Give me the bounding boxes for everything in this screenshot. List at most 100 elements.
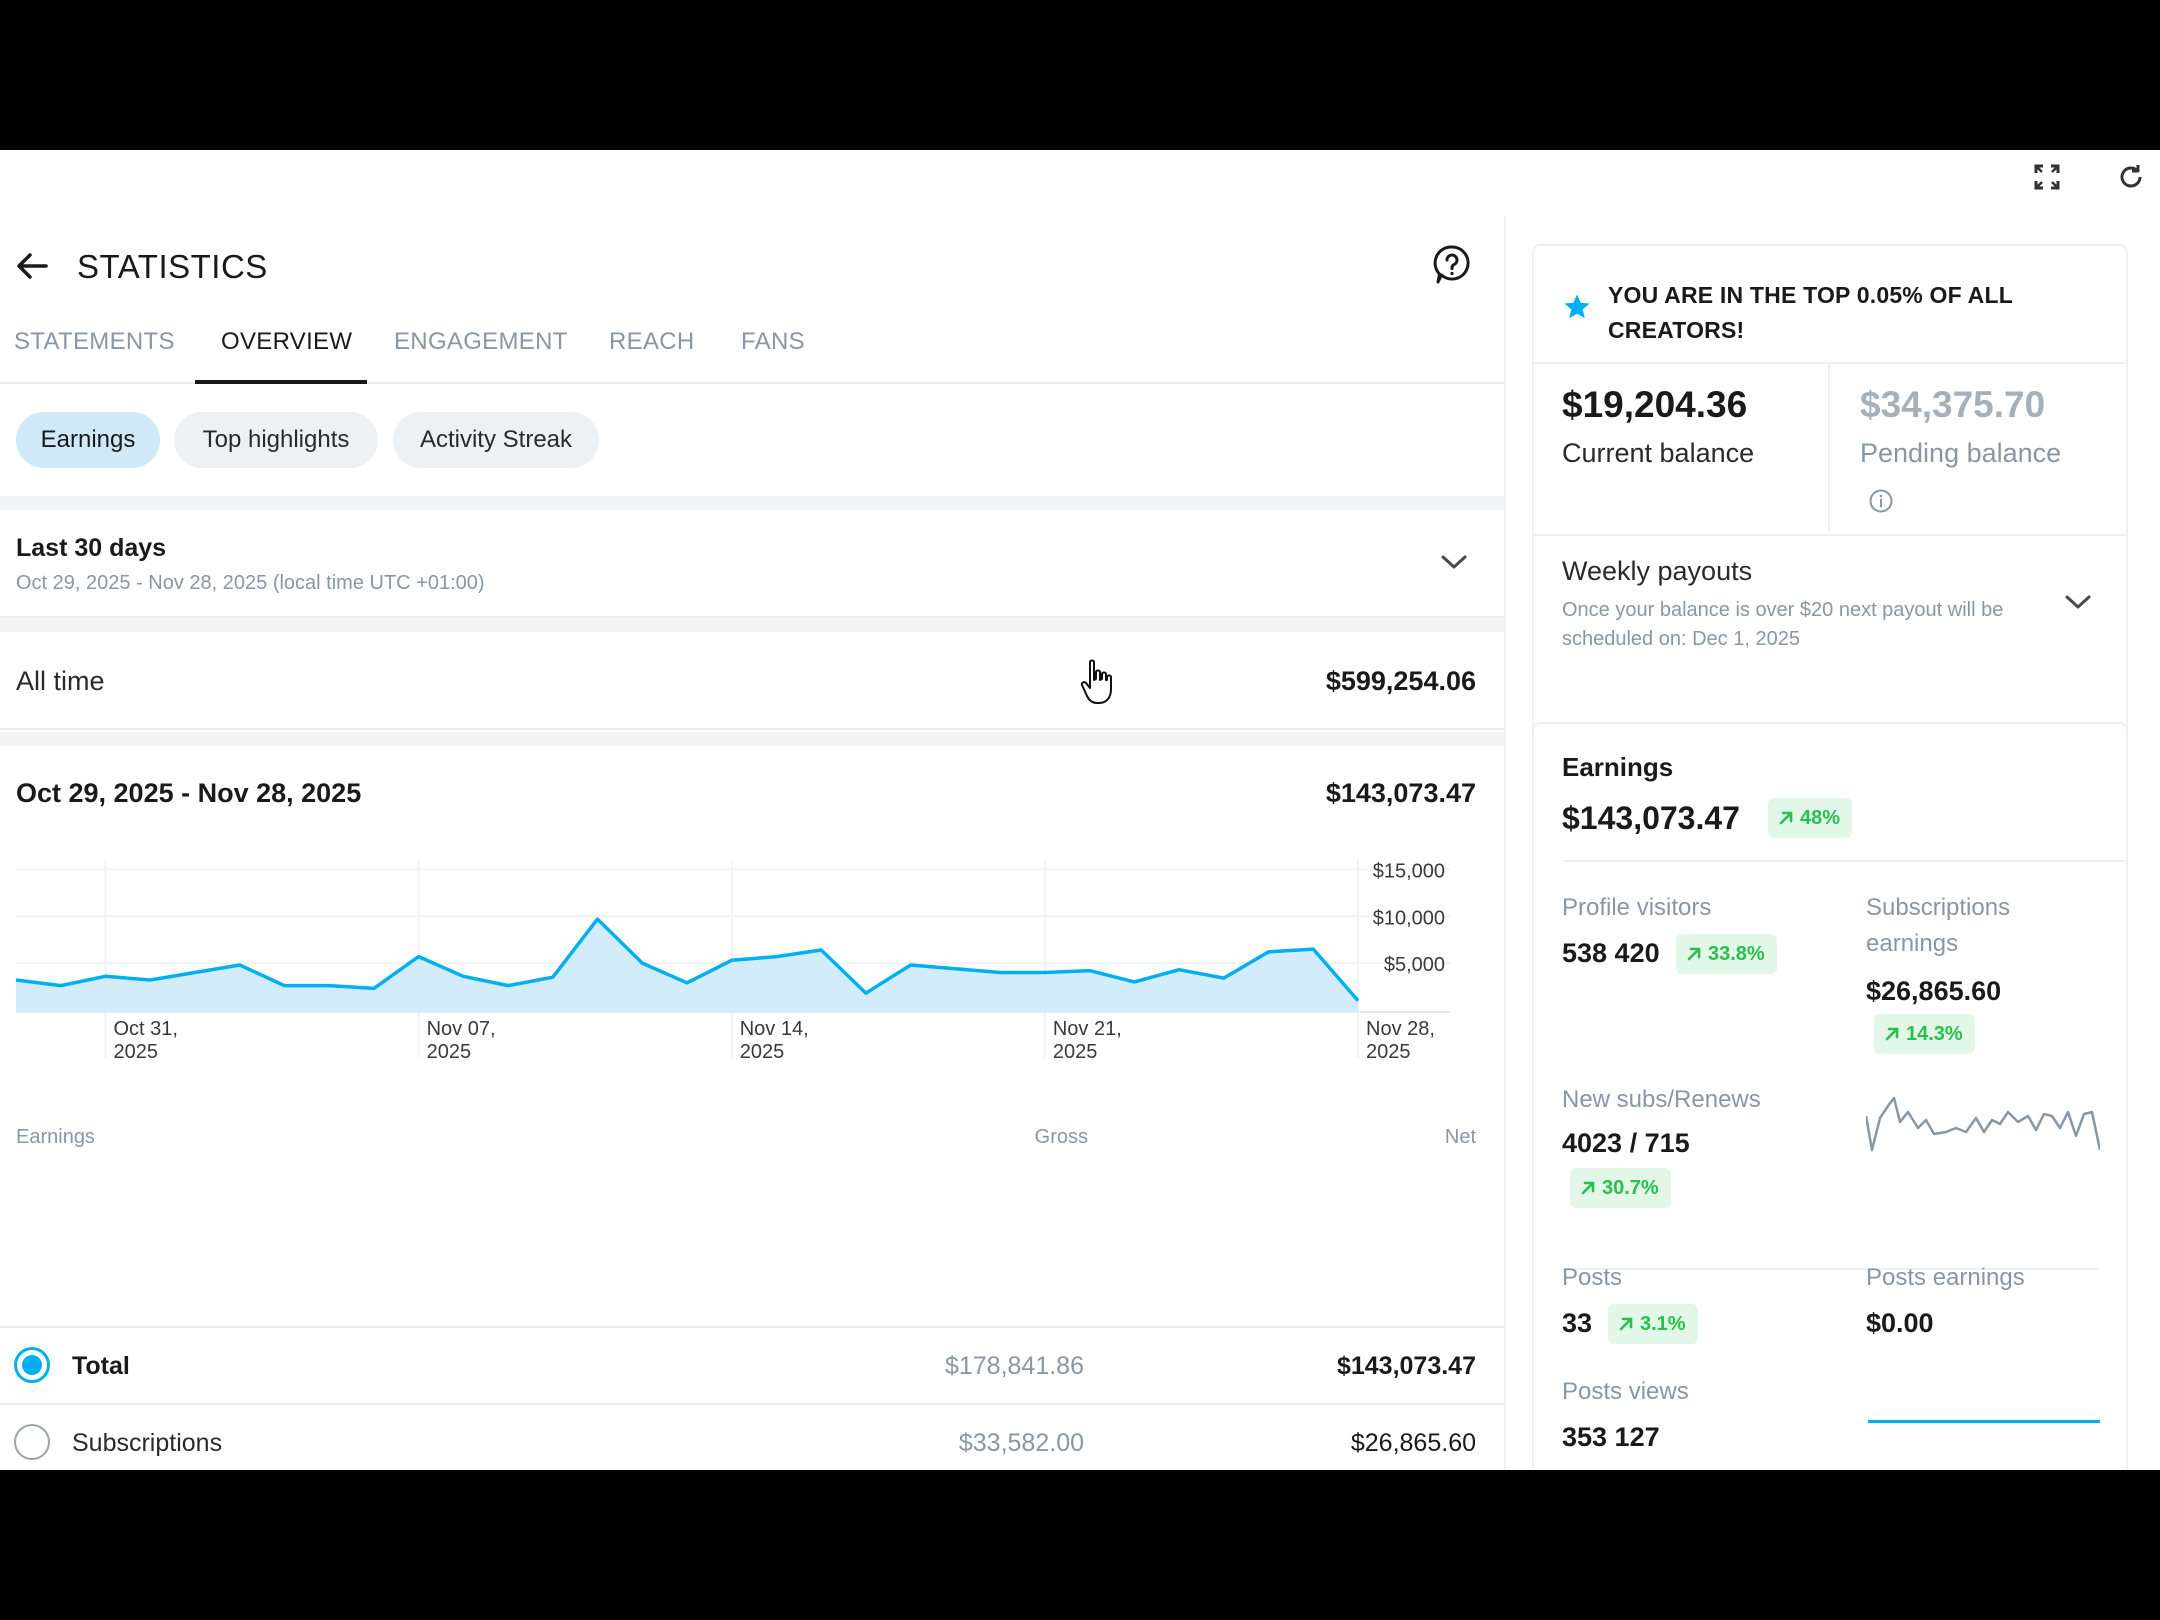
tab-bar: STATEMENTS OVERVIEW ENGAGEMENT REACH FAN… (0, 320, 1504, 384)
current-balance-label: Current balance (1562, 438, 1755, 468)
filter-chips: Earnings Top highlights Activity Streak (0, 412, 1504, 502)
current-balance-value: $19,204.36 (1562, 384, 1748, 425)
tab-reach[interactable]: REACH (609, 328, 695, 355)
range-title: Last 30 days (16, 534, 167, 562)
earnings-card: Earnings $143,073.47 48% Profile visitor… (1532, 722, 2128, 1470)
x-tick-label: Oct 31, (113, 1018, 177, 1040)
posts-views-sparkline (1868, 1420, 2100, 1423)
chip-earnings[interactable]: Earnings (16, 412, 160, 468)
new-subs-sparkline (1866, 1096, 2100, 1152)
x-tick-label: Nov 28, (1366, 1018, 1435, 1040)
tab-statements[interactable]: STATEMENTS (14, 328, 175, 355)
trend-up-icon (1619, 1317, 1633, 1331)
header-earnings: Earnings (16, 1126, 95, 1148)
tab-fans[interactable]: FANS (741, 328, 805, 355)
x-tick-label: 2025 (113, 1041, 158, 1063)
x-tick-label: Nov 21, (1053, 1018, 1122, 1040)
banner-text: YOU ARE IN THE TOP 0.05% OF ALL CREATORS… (1608, 282, 2013, 343)
app-frame: STATISTICS STATEMENTS OVERVIEW ENGAGEMEN… (0, 150, 2160, 1470)
table-row-total[interactable]: Total $178,841.86 $143,073.47 (0, 1326, 1504, 1403)
x-tick-label: Nov 14, (740, 1018, 809, 1040)
top-creator-banner: YOU ARE IN THE TOP 0.05% OF ALL CREATORS… (1534, 246, 2126, 364)
posts-label: Posts (1562, 1264, 1623, 1291)
header-gross: Gross (1034, 1126, 1088, 1148)
badge-text: 30.7% (1602, 1176, 1659, 1199)
card-divider (1562, 860, 2126, 862)
section-divider (0, 618, 1504, 632)
subscriptions-earnings-label: Subscriptions earnings (1866, 894, 2011, 957)
column-divider (1504, 216, 1506, 1470)
info-icon[interactable] (1868, 488, 1894, 514)
trend-up-icon (1885, 1027, 1899, 1041)
chip-activity-streak[interactable]: Activity Streak (393, 412, 599, 468)
pending-balance-label: Pending balance (1860, 438, 2062, 468)
subscriptions-earnings-value: $26,865.60 (1866, 976, 2002, 1006)
badge-text: 14.3% (1906, 1022, 1963, 1045)
posts-earnings-value: $0.00 (1866, 1308, 1934, 1338)
badge-text: 48% (1800, 806, 1841, 829)
row-gross: $178,841.86 (944, 1352, 1084, 1380)
tab-overview[interactable]: OVERVIEW (221, 328, 353, 355)
row-label: Subscriptions (72, 1429, 223, 1457)
hand-cursor-icon (1080, 659, 1112, 704)
table-row-subscriptions[interactable]: Subscriptions $33,582.00 $26,865.60 (0, 1403, 1504, 1470)
tab-engagement[interactable]: ENGAGEMENT (394, 328, 568, 355)
row-net: $26,865.60 (1350, 1429, 1476, 1457)
page-title: STATISTICS (77, 248, 268, 285)
trend-up-icon (1581, 1181, 1595, 1195)
weekly-payouts[interactable]: Weekly payouts Once your balance is over… (1534, 534, 2126, 688)
payouts-subtitle: Once your balance is over $20 next payou… (1562, 599, 2004, 650)
help-icon[interactable] (1432, 244, 1476, 288)
x-tick-label: Nov 07, (427, 1018, 496, 1040)
y-tick-label: $10,000 (1373, 907, 1445, 929)
current-balance: $19,204.36 Current balance (1534, 364, 1830, 532)
earnings-chart: $15,000 $10,000 $5,000 Oct 31, 2025 Nov 07, 20… (0, 856, 1504, 1116)
earnings-value: $143,073.47 (1562, 800, 1740, 836)
period-summary: Oct 29, 2025 - Nov 28, 2025 $143,073.47 (0, 746, 1504, 816)
page-header: STATISTICS (0, 236, 1504, 296)
star-icon (1562, 292, 1594, 324)
profile-visitors-label: Profile visitors (1562, 894, 1712, 921)
x-tick-label: 2025 (1053, 1041, 1098, 1063)
main-panel: STATISTICS STATEMENTS OVERVIEW ENGAGEMEN… (0, 150, 1504, 1470)
period-value: $143,073.47 (1325, 778, 1476, 808)
x-tick-label: 2025 (740, 1041, 785, 1063)
radio-button[interactable] (14, 1424, 50, 1460)
all-time-row: All time $599,254.06 (0, 632, 1504, 730)
x-tick-label: 2025 (427, 1041, 472, 1063)
fullscreen-icon[interactable] (2032, 162, 2062, 192)
pending-balance: $34,375.70 Pending balance (1832, 364, 2126, 532)
active-tab-indicator (195, 380, 367, 384)
period-label: Oct 29, 2025 - Nov 28, 2025 (16, 778, 362, 808)
new-subs-value: 4023 / 715 (1562, 1128, 1690, 1158)
posts-badge: 3.1% (1608, 1304, 1698, 1344)
section-divider (0, 732, 1504, 746)
radio-button[interactable] (14, 1347, 50, 1383)
trend-up-icon (1687, 947, 1701, 961)
earnings-change-badge: 48% (1768, 798, 1853, 838)
x-tick-label: 2025 (1366, 1041, 1411, 1063)
chevron-down-icon (1438, 550, 1470, 574)
posts-earnings-label: Posts earnings (1866, 1264, 2025, 1291)
row-net: $143,073.47 (1336, 1352, 1476, 1380)
payouts-title: Weekly payouts (1562, 556, 1753, 586)
y-tick-label: $5,000 (1384, 954, 1445, 976)
profile-visitors-badge: 33.8% (1676, 934, 1777, 974)
header-net: Net (1444, 1126, 1476, 1148)
chevron-down-icon (2062, 590, 2094, 614)
chip-top-highlights[interactable]: Top highlights (174, 412, 378, 468)
date-range-selector[interactable]: Last 30 days Oct 29, 2025 - Nov 28, 2025… (0, 514, 1504, 618)
all-time-label: All time (16, 666, 105, 696)
posts-views-label: Posts views (1562, 1378, 1689, 1405)
back-arrow-icon[interactable] (12, 246, 56, 286)
refresh-icon[interactable] (2116, 162, 2146, 192)
profile-visitors-value: 538 420 (1562, 938, 1660, 968)
row-gross: $33,582.00 (958, 1429, 1084, 1457)
badge-text: 33.8% (1708, 942, 1765, 965)
earnings-area (16, 919, 1358, 1012)
new-subs-label: New subs/Renews (1562, 1086, 1761, 1113)
earnings-title: Earnings (1562, 752, 1674, 782)
row-label: Total (72, 1352, 130, 1380)
subscriptions-earnings-badge: 14.3% (1874, 1014, 1975, 1054)
